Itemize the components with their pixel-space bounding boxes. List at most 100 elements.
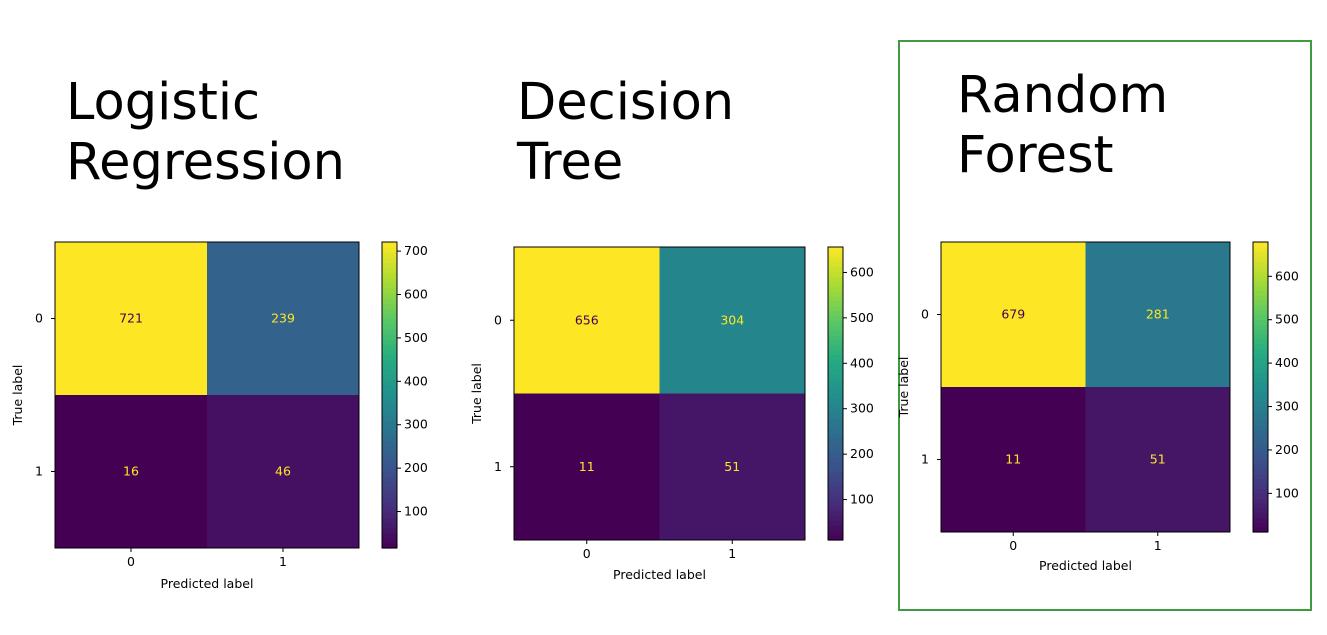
colorbar-segment <box>1253 271 1268 277</box>
colorbar-segment <box>382 517 397 524</box>
colorbar-segment <box>382 425 397 432</box>
colorbar-segment <box>828 305 843 312</box>
colorbar-segment <box>1253 527 1268 533</box>
colorbar-segment <box>382 451 397 457</box>
cell-value-label: 46 <box>275 464 291 479</box>
colorbar-segment <box>382 461 397 467</box>
colorbar-segment <box>1253 522 1268 528</box>
colorbar-segment <box>1253 338 1268 345</box>
cell-value-label: 51 <box>724 459 740 474</box>
colorbar-segment <box>382 507 397 513</box>
colorbar-segment <box>1253 251 1268 258</box>
matrix-cell <box>941 387 1086 532</box>
colorbar-segment <box>1253 474 1268 480</box>
colorbar-segment <box>1253 507 1268 514</box>
colorbar-segment <box>828 339 843 346</box>
colorbar-segment <box>1253 261 1268 267</box>
matrix-cell <box>55 395 207 548</box>
matrix-cell <box>659 393 805 540</box>
colorbar-segment <box>382 257 397 263</box>
colorbar-tick-label: 100 <box>1275 485 1299 500</box>
title-line-1: Random <box>957 66 1169 125</box>
y-axis-label: True label <box>469 363 484 425</box>
colorbar-segment <box>1253 416 1268 422</box>
colorbar-segment <box>828 247 843 253</box>
colorbar-segment <box>828 266 843 273</box>
colorbar-segment <box>1253 483 1268 490</box>
colorbar-segment <box>828 286 843 292</box>
colorbar-segment <box>828 481 843 487</box>
colorbar-tick-label: 200 <box>850 446 874 461</box>
colorbar-segment <box>828 281 843 287</box>
random-forest-highlight-box <box>898 40 1312 611</box>
colorbar-segment <box>828 510 843 517</box>
colorbar-segment <box>1253 478 1268 485</box>
colorbar-tick-label: 200 <box>404 460 428 475</box>
colorbar-segment <box>382 344 397 350</box>
colorbar-segment <box>1253 498 1268 504</box>
y-tick-label: 1 <box>494 459 502 474</box>
colorbar-segment <box>382 303 397 309</box>
x-axis-label: Predicted label <box>613 567 706 582</box>
y-axis-label: True label <box>896 357 911 419</box>
x-tick-label: 1 <box>279 554 287 569</box>
colorbar-segment <box>828 403 843 409</box>
matrix-cell <box>941 242 1086 387</box>
matrix-cell <box>1085 242 1230 387</box>
colorbar-segment <box>828 349 843 356</box>
cell-value-label: 16 <box>123 464 139 479</box>
colorbar-segment <box>1253 285 1268 291</box>
x-tick-label: 0 <box>127 554 135 569</box>
matrix-cell <box>514 247 660 394</box>
colorbar-segment <box>828 417 843 424</box>
colorbar-segment <box>382 410 397 416</box>
y-tick-label: 1 <box>35 464 43 479</box>
colorbar-tick-label: 500 <box>404 330 428 345</box>
colorbar-segment <box>382 415 397 422</box>
colorbar-segment <box>1253 435 1268 441</box>
title-line-2: Forest <box>957 126 1114 185</box>
colorbar-tick-label: 300 <box>404 417 428 432</box>
matrix-cell <box>55 242 207 395</box>
cell-value-label: 11 <box>1005 452 1021 467</box>
colorbar-segment <box>382 532 397 539</box>
colorbar-segment <box>828 437 843 443</box>
colorbar-segment <box>382 435 397 442</box>
colorbar-segment <box>1253 304 1268 311</box>
colorbar-segment <box>828 496 843 502</box>
colorbar-segment <box>1253 333 1268 340</box>
colorbar-segment <box>828 476 843 482</box>
colorbar-tick-label: 300 <box>850 401 874 416</box>
colorbar-segment <box>1253 493 1268 499</box>
cell-value-label: 281 <box>1146 307 1170 322</box>
cell-value-label: 239 <box>271 311 295 326</box>
colorbar-segment <box>382 395 397 401</box>
colorbar-segment <box>828 520 843 526</box>
colorbar-segment <box>828 344 843 351</box>
colorbar-tick-label: 500 <box>1275 312 1299 327</box>
colorbar-segment <box>382 252 397 258</box>
colorbar-segment <box>382 400 397 406</box>
confusion-matrix-2: 656 304 11 51 0 1 0 1 Predicted label True label 1… <box>469 246 874 582</box>
colorbar-segment <box>1253 242 1268 248</box>
colorbar-segment <box>828 290 843 297</box>
colorbar-segment <box>828 447 843 453</box>
x-axis-label: Predicted label <box>161 576 254 591</box>
colorbar-segment <box>382 522 397 529</box>
colorbar-segment <box>382 328 397 335</box>
colorbar-tick-label: 400 <box>850 355 874 370</box>
colorbar-segment <box>1253 290 1268 296</box>
colorbar-tick-label: 400 <box>1275 355 1299 370</box>
colorbar-tick-label: 400 <box>404 373 428 388</box>
colorbar-segment <box>1253 324 1268 330</box>
colorbar-segment <box>1253 503 1268 509</box>
colorbar-segment <box>1253 295 1268 301</box>
colorbar-segment <box>828 330 843 336</box>
colorbar-segment <box>828 456 843 463</box>
matrix-cell <box>659 247 805 394</box>
colorbar-tick-label: 700 <box>404 243 428 258</box>
colorbar-segment <box>382 430 397 437</box>
colorbar-segment <box>1253 358 1268 364</box>
colorbar-segment <box>828 486 843 492</box>
colorbar-segment <box>828 500 843 507</box>
